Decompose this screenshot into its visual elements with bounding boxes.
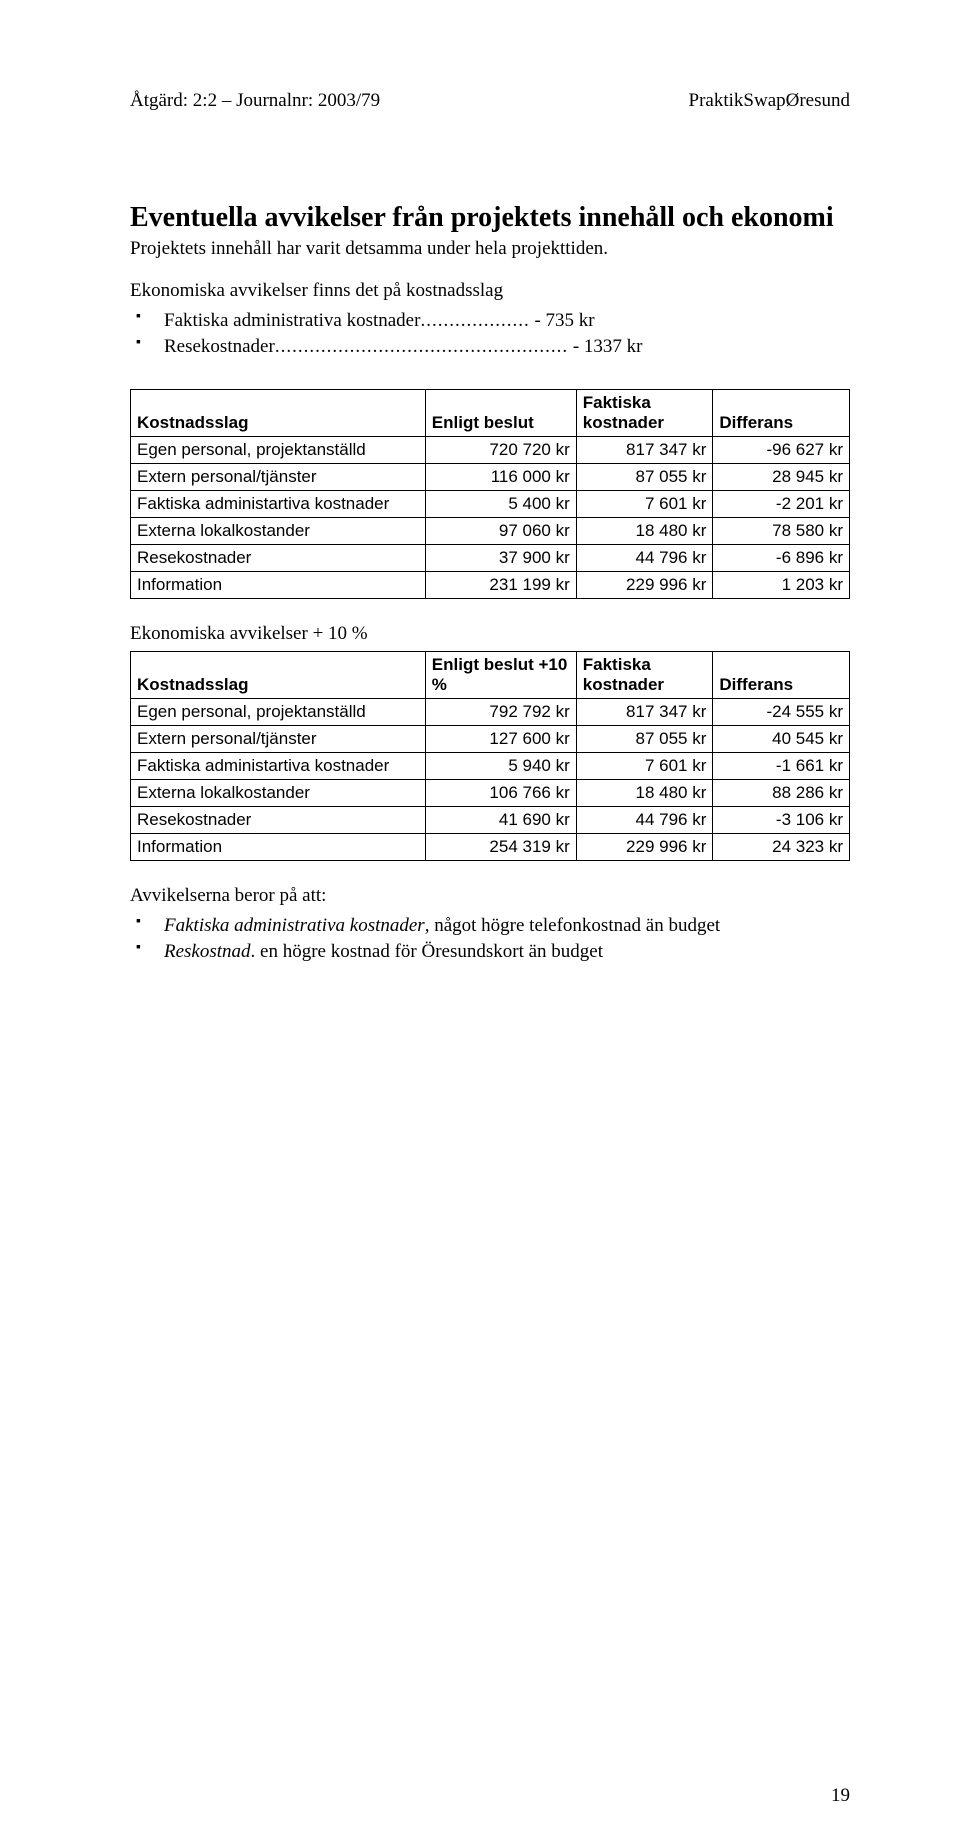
table-cell: 7 601 kr xyxy=(576,491,713,518)
table-cell: 254 319 kr xyxy=(425,834,576,861)
table-row: Resekostnader 37 900 kr 44 796 kr -6 896… xyxy=(131,545,850,572)
table-row: Externa lokalkostander 106 766 kr 18 480… xyxy=(131,780,850,807)
table-row: Externa lokalkostander 97 060 kr 18 480 … xyxy=(131,518,850,545)
table-cell: 44 796 kr xyxy=(576,807,713,834)
table-cell: -3 106 kr xyxy=(713,807,850,834)
table-cell: 78 580 kr xyxy=(713,518,850,545)
table-cell: Egen personal, projektanställd xyxy=(131,699,426,726)
running-header: Åtgärd: 2:2 – Journalnr: 2003/79 Praktik… xyxy=(130,90,850,112)
table-cell: 127 600 kr xyxy=(425,726,576,753)
table-cell: Resekostnader xyxy=(131,545,426,572)
table-cell: -1 661 kr xyxy=(713,753,850,780)
table-cell: 229 996 kr xyxy=(576,834,713,861)
table-cell: 87 055 kr xyxy=(576,464,713,491)
table-header: Kostnadsslag xyxy=(131,390,426,437)
table-row: Resekostnader 41 690 kr 44 796 kr -3 106… xyxy=(131,807,850,834)
table-row: Information 254 319 kr 229 996 kr 24 323… xyxy=(131,834,850,861)
footer-italic: Reskostnad xyxy=(164,941,251,962)
table-cell: Extern personal/tjänster xyxy=(131,464,426,491)
table-cell: 817 347 kr xyxy=(576,699,713,726)
table-header: Differans xyxy=(713,390,850,437)
footer-rest: , något högre telefonkostnad än budget xyxy=(425,915,720,936)
table-cell: 5 400 kr xyxy=(425,491,576,518)
page-title: Eventuella avvikelser från projektets in… xyxy=(130,202,850,234)
table-cell: 87 055 kr xyxy=(576,726,713,753)
table-cell: -2 201 kr xyxy=(713,491,850,518)
header-right: PraktikSwapØresund xyxy=(689,90,850,112)
table-cell: Faktiska administartiva kostnader xyxy=(131,753,426,780)
table-cell: 229 996 kr xyxy=(576,572,713,599)
intro-text: Projektets innehåll har varit detsamma u… xyxy=(130,238,850,260)
sub-text: Ekonomiska avvikelser finns det på kostn… xyxy=(130,280,850,302)
table-row: Extern personal/tjänster 127 600 kr 87 0… xyxy=(131,726,850,753)
bullet-dots: ........................................… xyxy=(275,336,568,357)
bullet-dots: ................... xyxy=(420,310,529,331)
table-header: Faktiska kostnader xyxy=(576,390,713,437)
table-cell: 817 347 kr xyxy=(576,437,713,464)
table-cell: 18 480 kr xyxy=(576,518,713,545)
table-row: Egen personal, projektanställd 720 720 k… xyxy=(131,437,850,464)
table-cell: Extern personal/tjänster xyxy=(131,726,426,753)
table-cell: Resekostnader xyxy=(131,807,426,834)
table-cell: Faktiska administartiva kostnader xyxy=(131,491,426,518)
bullet-item: Faktiska administrativa kostnader.......… xyxy=(130,308,850,334)
table-cell: 44 796 kr xyxy=(576,545,713,572)
footer-bullet: Faktiska administrativa kostnader, något… xyxy=(130,913,850,939)
table-cell: Egen personal, projektanställd xyxy=(131,437,426,464)
table-cell: 28 945 kr xyxy=(713,464,850,491)
table-cell: Information xyxy=(131,834,426,861)
table-cell: 1 203 kr xyxy=(713,572,850,599)
table-cell: 720 720 kr xyxy=(425,437,576,464)
table-cell: 106 766 kr xyxy=(425,780,576,807)
footer-italic: Faktiska administrativa kostnader xyxy=(164,915,425,936)
table-cell: 41 690 kr xyxy=(425,807,576,834)
table-cell: 37 900 kr xyxy=(425,545,576,572)
table-cell: 7 601 kr xyxy=(576,753,713,780)
table-cell: Information xyxy=(131,572,426,599)
table-header: Kostnadsslag xyxy=(131,652,426,699)
bullet-label: Resekostnader xyxy=(164,336,275,357)
footer-rest: . en högre kostnad för Öresundskort än b… xyxy=(251,941,603,962)
deviation-bullets: Faktiska administrativa kostnader.......… xyxy=(130,308,850,359)
table-header: Differans xyxy=(713,652,850,699)
table-cell: 792 792 kr xyxy=(425,699,576,726)
bullet-suffix: - 1337 kr xyxy=(568,336,642,357)
bullet-suffix: - 735 kr xyxy=(530,310,595,331)
table-cell: 24 323 kr xyxy=(713,834,850,861)
table-cell: 40 545 kr xyxy=(713,726,850,753)
cost-table-1: Kostnadsslag Enligt beslut Faktiska kost… xyxy=(130,389,850,599)
table-cell: 116 000 kr xyxy=(425,464,576,491)
table-cell: 5 940 kr xyxy=(425,753,576,780)
bullet-item: Resekostnader...........................… xyxy=(130,334,850,360)
footer-title: Avvikelserna beror på att: xyxy=(130,885,850,907)
table-header: Enligt beslut xyxy=(425,390,576,437)
page-number: 19 xyxy=(831,1785,850,1807)
table-header: Faktiska kostnader xyxy=(576,652,713,699)
table-header: Enligt beslut +10 % xyxy=(425,652,576,699)
table-cell: 18 480 kr xyxy=(576,780,713,807)
table-row: Extern personal/tjänster 116 000 kr 87 0… xyxy=(131,464,850,491)
table-cell: Externa lokalkostander xyxy=(131,518,426,545)
table-cell: 231 199 kr xyxy=(425,572,576,599)
section-heading-2: Ekonomiska avvikelser + 10 % xyxy=(130,623,850,645)
table-cell: 88 286 kr xyxy=(713,780,850,807)
table-cell: -6 896 kr xyxy=(713,545,850,572)
header-left: Åtgärd: 2:2 – Journalnr: 2003/79 xyxy=(130,90,380,112)
table-cell: Externa lokalkostander xyxy=(131,780,426,807)
bullet-label: Faktiska administrativa kostnader xyxy=(164,310,420,331)
footer-bullets: Faktiska administrativa kostnader, något… xyxy=(130,913,850,964)
table-row: Faktiska administartiva kostnader 5 400 … xyxy=(131,491,850,518)
table-row: Faktiska administartiva kostnader 5 940 … xyxy=(131,753,850,780)
cost-table-2: Kostnadsslag Enligt beslut +10 % Faktisk… xyxy=(130,651,850,861)
table-cell: 97 060 kr xyxy=(425,518,576,545)
table-row: Egen personal, projektanställd 792 792 k… xyxy=(131,699,850,726)
table-cell: -96 627 kr xyxy=(713,437,850,464)
table-row: Information 231 199 kr 229 996 kr 1 203 … xyxy=(131,572,850,599)
footer-bullet: Reskostnad. en högre kostnad för Öresund… xyxy=(130,939,850,965)
table-cell: -24 555 kr xyxy=(713,699,850,726)
